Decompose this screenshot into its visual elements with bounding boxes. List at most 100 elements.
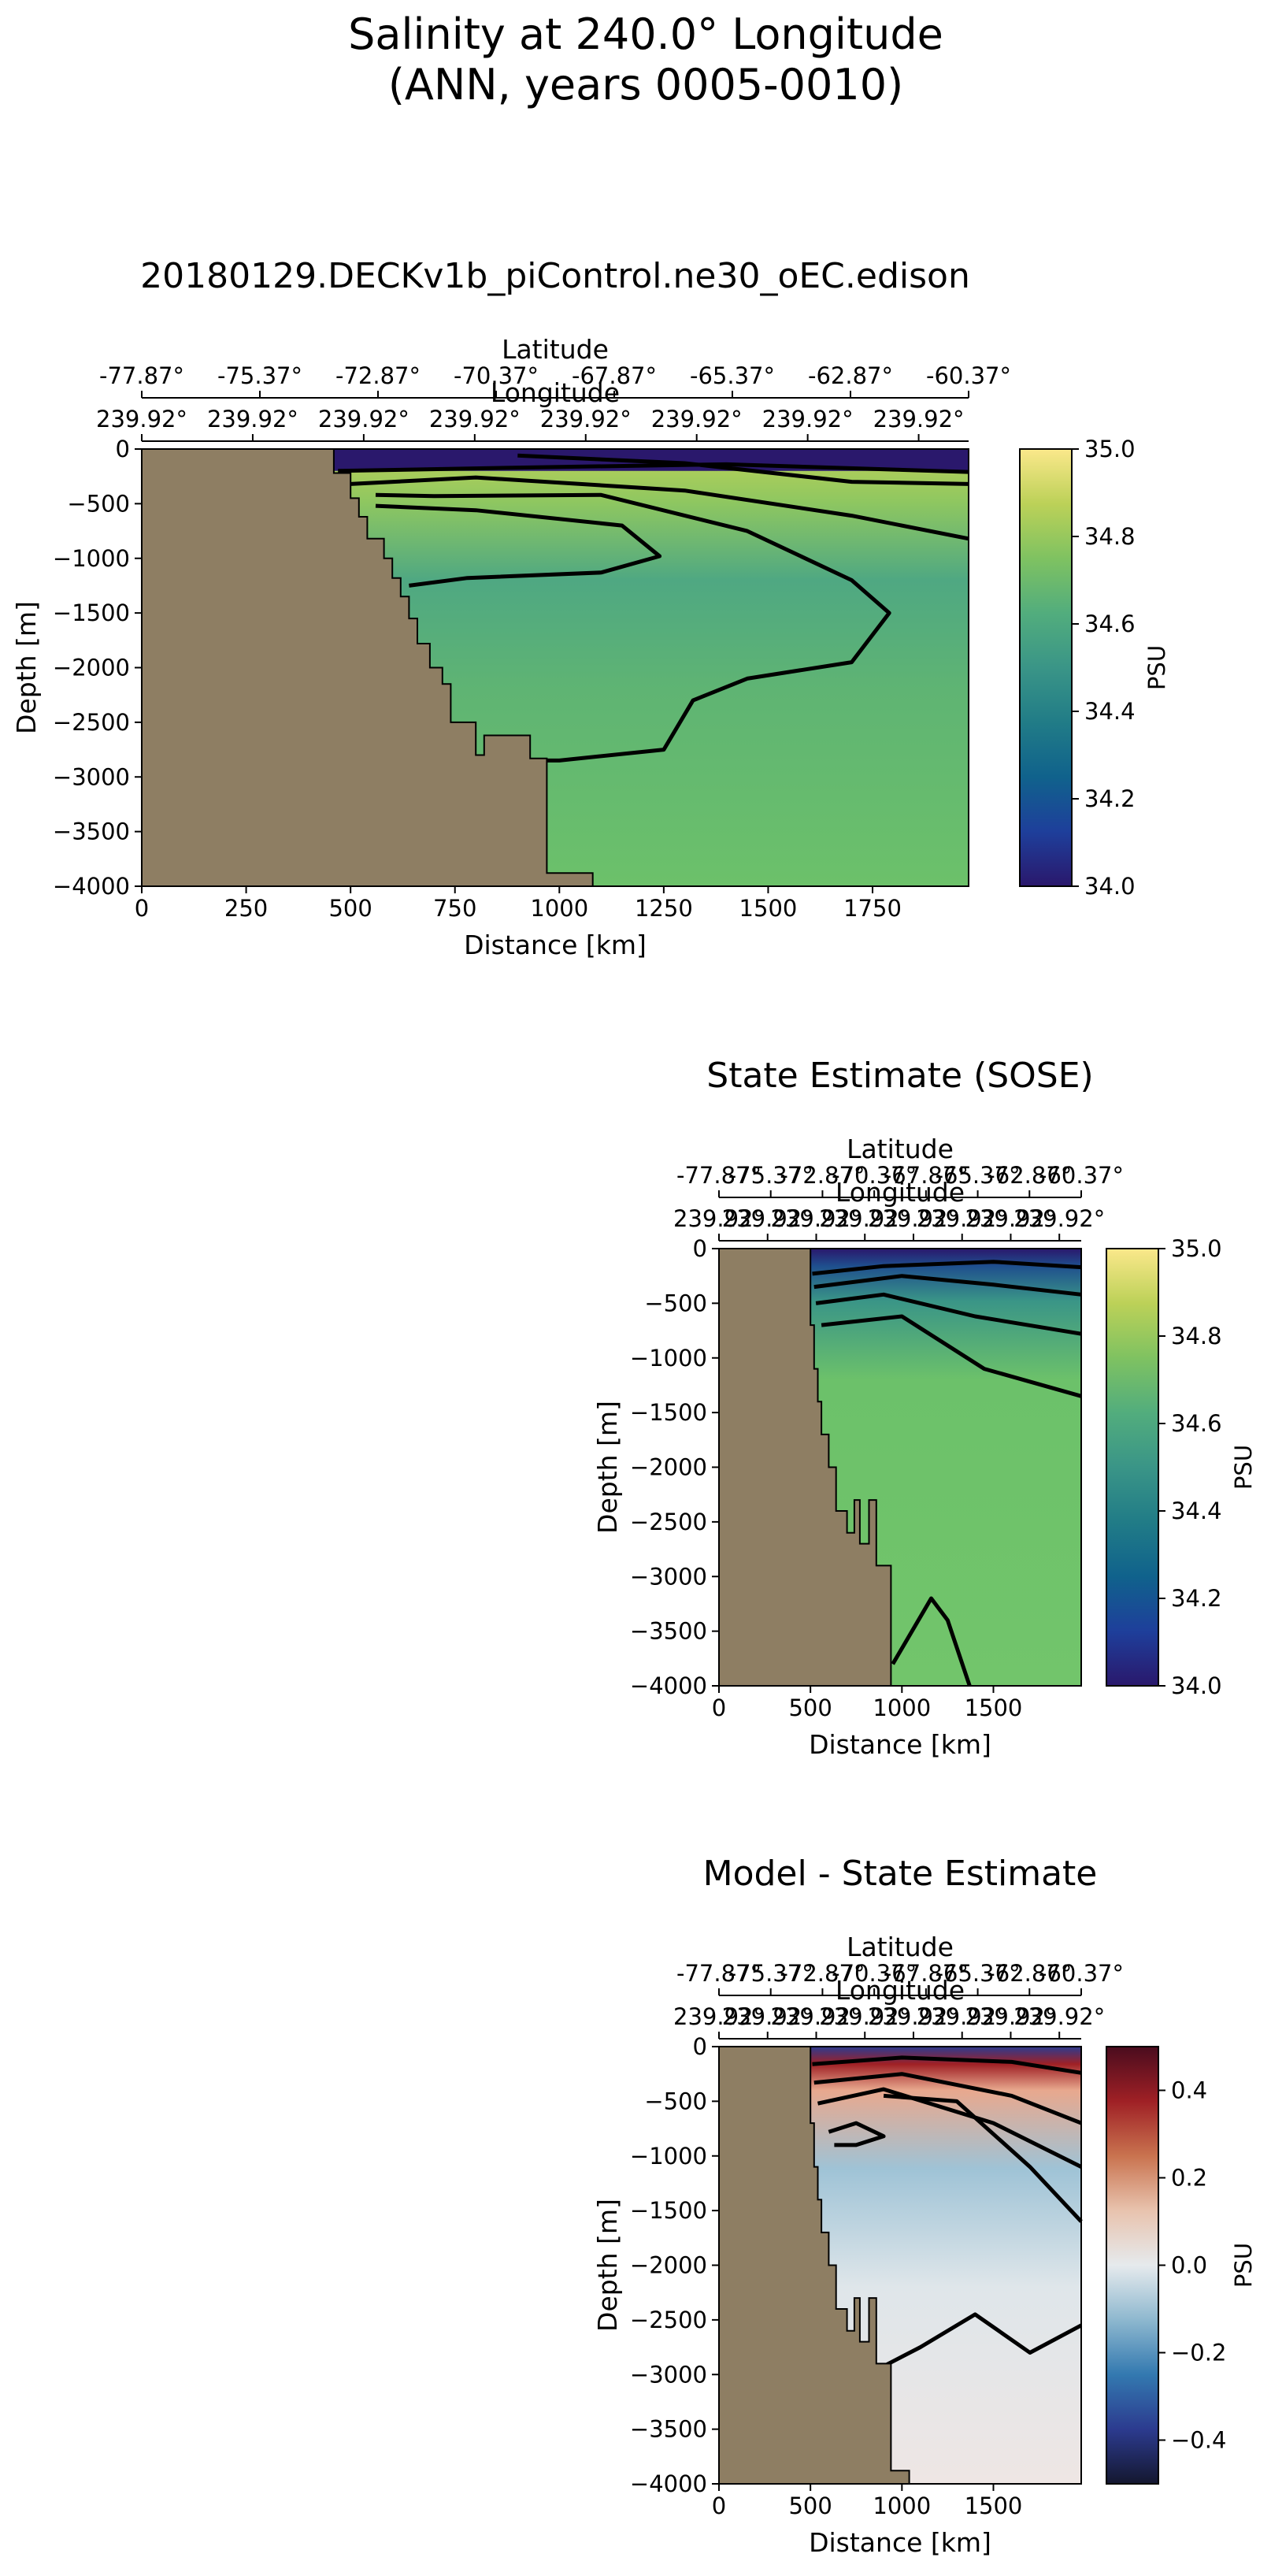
x-axis-label-obs: Distance [km] — [809, 1729, 991, 1760]
bathymetry-land-diff — [718, 2046, 910, 2485]
colorbar-tick-label-model-0: 34.0 — [1084, 873, 1136, 900]
x-tick-label-diff-2: 1000 — [873, 2492, 931, 2519]
contour-line-diff-4 — [876, 2312, 1083, 2371]
lat-tick-label-obs-7: -60.37° — [1039, 1162, 1124, 1189]
x-tick-label-model-6: 1500 — [739, 895, 798, 922]
lat-tick-label-obs-3: -70.37° — [832, 1162, 917, 1189]
lon-tick-label-diff-3: 239.92° — [819, 2003, 910, 2030]
contour-line-model-2 — [350, 475, 969, 541]
lon-tick-label-obs-7: 239.92° — [1013, 1205, 1105, 1232]
lon-tick-label-obs-4: 239.92° — [868, 1205, 959, 1232]
lat-tick-label-diff-2: -72.87° — [780, 1960, 865, 1987]
lon-tick-label-diff-2: 239.92° — [770, 2003, 862, 2030]
x-tick-label-diff-0: 0 — [712, 2492, 726, 2519]
y-tick-label-obs-2: −1000 — [630, 1345, 707, 1372]
contour-line-model-3 — [375, 503, 662, 588]
y-tick-label-model-5: −2500 — [53, 709, 130, 736]
y-tick-label-model-2: −1000 — [53, 545, 130, 572]
lat-tick-label-model-0: -77.87° — [99, 362, 184, 389]
colorbar-tick-label-obs-1: 34.2 — [1171, 1585, 1222, 1612]
colorbar-tick-label-obs-5: 35.0 — [1171, 1235, 1222, 1262]
lon-tick-label-model-4: 239.92° — [540, 406, 632, 432]
lon-tick-label-obs-3: 239.92° — [819, 1205, 910, 1232]
lat-tick-label-model-6: -62.87° — [808, 362, 893, 389]
x-tick-label-obs-0: 0 — [712, 1694, 726, 1721]
bathymetry-land-model — [141, 448, 594, 887]
contour-line-obs-2 — [815, 1292, 1082, 1336]
lat-tick-label-diff-5: -65.37° — [936, 1960, 1021, 1987]
x-tick-label-model-4: 1000 — [530, 895, 588, 922]
lat-tick-label-model-2: -72.87° — [335, 362, 421, 389]
x-axis-label-diff: Distance [km] — [809, 2527, 991, 2558]
panel-obs: 0 500 1000 1500 Distance [km] 0 −500 −1000 −1500… — [592, 1056, 1257, 1760]
x-tick-label-model-7: 1750 — [843, 895, 902, 922]
y-tick-label-obs-4: −2000 — [630, 1454, 707, 1481]
lat-axis-label-diff: Latitude — [847, 1932, 954, 1962]
contour-line-obs-0 — [812, 1260, 1082, 1276]
colorbar-tick-label-diff-4: 0.4 — [1171, 2077, 1207, 2104]
y-tick-label-model-7: −3500 — [53, 818, 130, 845]
x-tick-label-model-1: 250 — [224, 895, 268, 922]
figure-title-line1: Salinity at 240.0° Longitude — [348, 9, 943, 59]
lat-tick-label-diff-6: -62.87° — [987, 1960, 1072, 1987]
y-tick-label-diff-0: 0 — [693, 2033, 707, 2060]
y-tick-label-obs-7: −3500 — [630, 1618, 707, 1645]
colorbar-model — [1019, 448, 1073, 887]
bathymetry-land-obs — [718, 1248, 892, 1687]
lat-tick-label-model-1: -75.37° — [217, 362, 302, 389]
colorbar-tick-label-model-1: 34.2 — [1084, 785, 1136, 812]
lat-axis-label-obs: Latitude — [847, 1134, 954, 1164]
colorbar-tick-label-diff-0: −0.4 — [1171, 2427, 1226, 2454]
x-tick-label-obs-2: 1000 — [873, 1694, 931, 1721]
lon-axis-label-obs: Longitude — [836, 1177, 965, 1208]
lon-tick-label-obs-6: 239.92° — [965, 1205, 1056, 1232]
x-tick-label-model-0: 0 — [135, 895, 149, 922]
y-tick-label-diff-1: −500 — [644, 2088, 707, 2114]
x-tick-label-obs-3: 1500 — [965, 1694, 1023, 1721]
x-tick-label-model-2: 500 — [328, 895, 372, 922]
lat-tick-label-obs-2: -72.87° — [780, 1162, 865, 1189]
y-axis-label-obs: Depth [m] — [592, 1401, 623, 1534]
contour-line-diff-5 — [883, 2093, 1083, 2223]
panel-model: 0 250 500 750 1000 1250 1500 1750 Distance [km] 0… — [11, 256, 1170, 960]
contour-line-diff-0 — [812, 2055, 1082, 2075]
lat-tick-label-model-3: -70.37° — [454, 362, 539, 389]
colorbar-tick-label-diff-1: −0.2 — [1171, 2340, 1226, 2366]
contour-line-diff-1 — [813, 2072, 1082, 2125]
panel-title-model: 20180129.DECKv1b_piControl.ne30_oEC.edis… — [140, 256, 970, 296]
lon-tick-label-model-7: 239.92° — [873, 406, 965, 432]
y-tick-label-model-1: −500 — [67, 490, 130, 517]
y-tick-label-diff-2: −1000 — [630, 2143, 707, 2170]
y-tick-label-diff-4: −2000 — [630, 2252, 707, 2279]
figure-title-line2: (ANN, years 0005-0010) — [388, 60, 903, 109]
contour-line-obs-3 — [821, 1314, 1082, 1398]
lon-tick-label-model-3: 239.92° — [429, 406, 521, 432]
lon-tick-label-diff-5: 239.92° — [917, 2003, 1008, 2030]
contour-line-model-0 — [338, 462, 969, 474]
lon-tick-label-diff-1: 239.92° — [722, 2003, 813, 2030]
x-tick-label-diff-1: 500 — [788, 2492, 832, 2519]
lat-tick-label-model-5: -65.37° — [690, 362, 775, 389]
y-axis-label-model: Depth [m] — [11, 601, 42, 734]
colorbar-label-model: PSU — [1143, 645, 1170, 690]
lat-tick-label-obs-4: -67.87° — [884, 1162, 969, 1189]
lon-tick-label-diff-0: 239.92° — [673, 2003, 765, 2030]
y-tick-label-model-4: −2000 — [53, 655, 130, 681]
y-tick-label-obs-6: −3000 — [630, 1563, 707, 1590]
colorbar-tick-label-obs-0: 34.0 — [1171, 1672, 1222, 1699]
lon-tick-label-model-1: 239.92° — [207, 406, 298, 432]
panel-diff: 0 500 1000 1500 Distance [km] 0 −500 −1000 −1500… — [592, 1854, 1257, 2558]
contour-line-obs-4 — [891, 1596, 972, 1687]
colorbar-tick-label-obs-4: 34.8 — [1171, 1323, 1222, 1349]
contour-line-model-1 — [517, 453, 969, 486]
y-tick-label-diff-7: −3500 — [630, 2416, 707, 2443]
colorbar-tick-label-diff-2: 0.0 — [1171, 2252, 1207, 2279]
lon-tick-label-model-0: 239.92° — [96, 406, 187, 432]
colorbar-tick-label-obs-2: 34.4 — [1171, 1498, 1222, 1524]
contour-line-obs-1 — [813, 1274, 1082, 1297]
colorbar-tick-label-model-2: 34.4 — [1084, 698, 1136, 725]
colorbar-obs — [1106, 1248, 1159, 1687]
lat-tick-label-diff-4: -67.87° — [884, 1960, 969, 1987]
y-axis-label-diff: Depth [m] — [592, 2199, 623, 2332]
